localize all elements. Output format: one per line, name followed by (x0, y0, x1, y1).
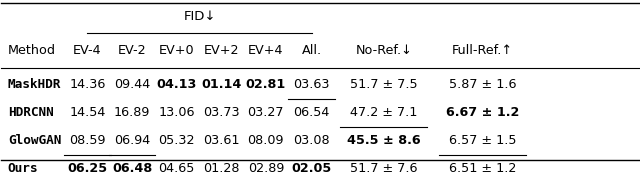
Text: 51.7 ± 7.6: 51.7 ± 7.6 (350, 162, 417, 175)
Text: 04.65: 04.65 (159, 162, 195, 175)
Text: 05.32: 05.32 (158, 134, 195, 147)
Text: 01.28: 01.28 (203, 162, 239, 175)
Text: No-Ref.↓: No-Ref.↓ (355, 45, 412, 58)
Text: 14.54: 14.54 (69, 106, 106, 119)
Text: 6.51 ± 1.2: 6.51 ± 1.2 (449, 162, 516, 175)
Text: 03.73: 03.73 (203, 106, 239, 119)
Text: 02.81: 02.81 (246, 78, 286, 91)
Text: 03.61: 03.61 (203, 134, 239, 147)
Text: 06.54: 06.54 (294, 106, 330, 119)
Text: Full-Ref.↑: Full-Ref.↑ (452, 45, 513, 58)
Text: Ours: Ours (8, 162, 38, 175)
Text: GlowGAN: GlowGAN (8, 134, 61, 147)
Text: 04.13: 04.13 (156, 78, 197, 91)
Text: 6.67 ± 1.2: 6.67 ± 1.2 (446, 106, 519, 119)
Text: 08.59: 08.59 (69, 134, 106, 147)
Text: 14.36: 14.36 (69, 78, 106, 91)
Text: 51.7 ± 7.5: 51.7 ± 7.5 (350, 78, 417, 91)
Text: 13.06: 13.06 (158, 106, 195, 119)
Text: 06.48: 06.48 (112, 162, 152, 175)
Text: All.: All. (301, 45, 322, 58)
Text: EV-4: EV-4 (73, 45, 102, 58)
Text: 47.2 ± 7.1: 47.2 ± 7.1 (350, 106, 417, 119)
Text: 08.09: 08.09 (248, 134, 284, 147)
Text: HDRCNN: HDRCNN (8, 106, 54, 119)
Text: 06.25: 06.25 (67, 162, 108, 175)
Text: Method: Method (8, 45, 56, 58)
Text: 06.94: 06.94 (114, 134, 150, 147)
Text: 03.08: 03.08 (293, 134, 330, 147)
Text: EV+4: EV+4 (248, 45, 284, 58)
Text: 6.57 ± 1.5: 6.57 ± 1.5 (449, 134, 516, 147)
Text: 16.89: 16.89 (114, 106, 150, 119)
Text: 02.05: 02.05 (292, 162, 332, 175)
Text: EV-2: EV-2 (118, 45, 147, 58)
Text: MaskHDR: MaskHDR (8, 78, 61, 91)
Text: 03.27: 03.27 (248, 106, 284, 119)
Text: EV+0: EV+0 (159, 45, 195, 58)
Text: 5.87 ± 1.6: 5.87 ± 1.6 (449, 78, 516, 91)
Text: 03.63: 03.63 (294, 78, 330, 91)
Text: FID↓: FID↓ (183, 10, 216, 23)
Text: 09.44: 09.44 (114, 78, 150, 91)
Text: EV+2: EV+2 (204, 45, 239, 58)
Text: 45.5 ± 8.6: 45.5 ± 8.6 (347, 134, 420, 147)
Text: 01.14: 01.14 (201, 78, 241, 91)
Text: 02.89: 02.89 (248, 162, 284, 175)
